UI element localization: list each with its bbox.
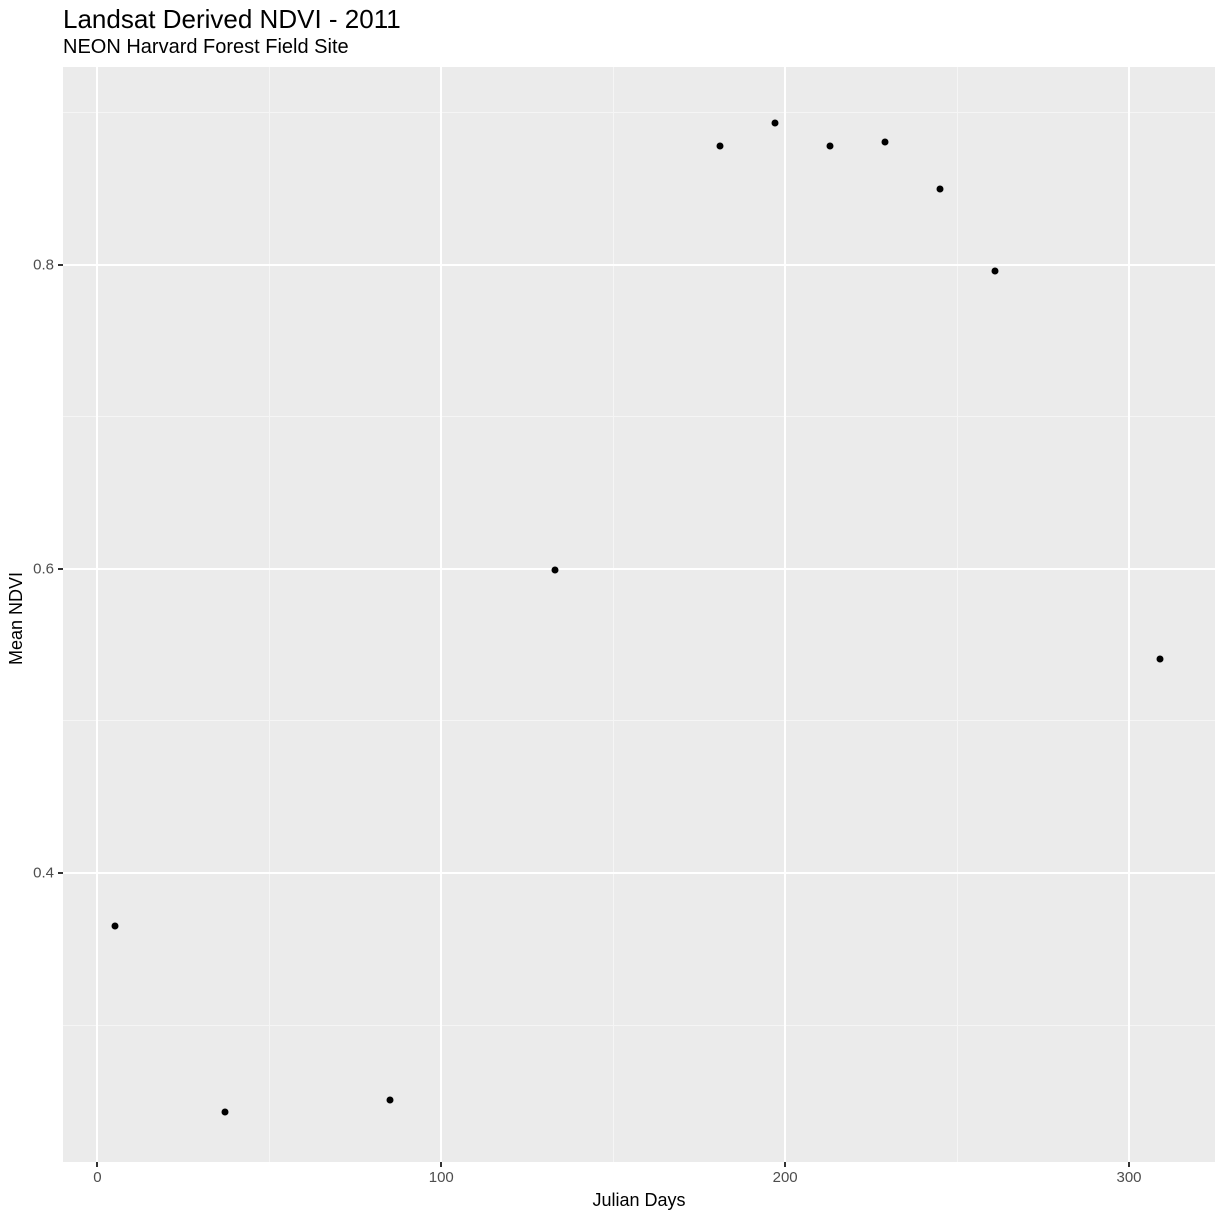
y-tick-mark xyxy=(58,568,63,570)
data-point xyxy=(1156,655,1163,662)
y-tick-label: 0.8 xyxy=(33,256,54,273)
data-point xyxy=(716,143,723,150)
y-axis-label: Mean NDVI xyxy=(6,571,27,664)
gridline-x-major xyxy=(784,67,786,1162)
data-point xyxy=(991,267,998,274)
gridline-x-major xyxy=(1128,67,1130,1162)
x-axis-label: Julian Days xyxy=(592,1190,685,1211)
chart-subtitle: NEON Harvard Forest Field Site xyxy=(63,36,349,59)
gridline-y-minor xyxy=(63,416,1215,417)
x-tick-label: 100 xyxy=(429,1169,454,1186)
gridline-x-minor xyxy=(613,67,614,1162)
gridline-x-minor xyxy=(957,67,958,1162)
data-point xyxy=(111,923,118,930)
gridline-x-minor xyxy=(269,67,270,1162)
gridline-y-minor xyxy=(63,720,1215,721)
gridline-y-major xyxy=(63,264,1215,266)
data-point xyxy=(221,1108,228,1115)
gridline-y-major xyxy=(63,568,1215,570)
data-point xyxy=(551,567,558,574)
gridline-y-major xyxy=(63,872,1215,874)
x-tick-label: 0 xyxy=(93,1169,101,1186)
data-point xyxy=(826,143,833,150)
gridline-y-minor xyxy=(63,112,1215,113)
x-tick-label: 200 xyxy=(773,1169,798,1186)
chart-title: Landsat Derived NDVI - 2011 xyxy=(63,4,401,35)
y-tick-mark xyxy=(58,264,63,266)
data-point xyxy=(936,185,943,192)
x-tick-mark xyxy=(784,1162,786,1167)
data-point xyxy=(386,1096,393,1103)
data-point xyxy=(881,138,888,145)
gridline-x-major xyxy=(440,67,442,1162)
x-tick-mark xyxy=(96,1162,98,1167)
data-point xyxy=(771,120,778,127)
plot-panel xyxy=(63,67,1215,1162)
x-tick-mark xyxy=(440,1162,442,1167)
gridline-x-major xyxy=(96,67,98,1162)
gridline-y-minor xyxy=(63,1025,1215,1026)
x-tick-mark xyxy=(1128,1162,1130,1167)
y-tick-label: 0.6 xyxy=(33,560,54,577)
y-tick-mark xyxy=(58,872,63,874)
y-tick-label: 0.4 xyxy=(33,865,54,882)
chart-container: Landsat Derived NDVI - 2011 NEON Harvard… xyxy=(0,0,1224,1224)
x-tick-label: 300 xyxy=(1117,1169,1142,1186)
